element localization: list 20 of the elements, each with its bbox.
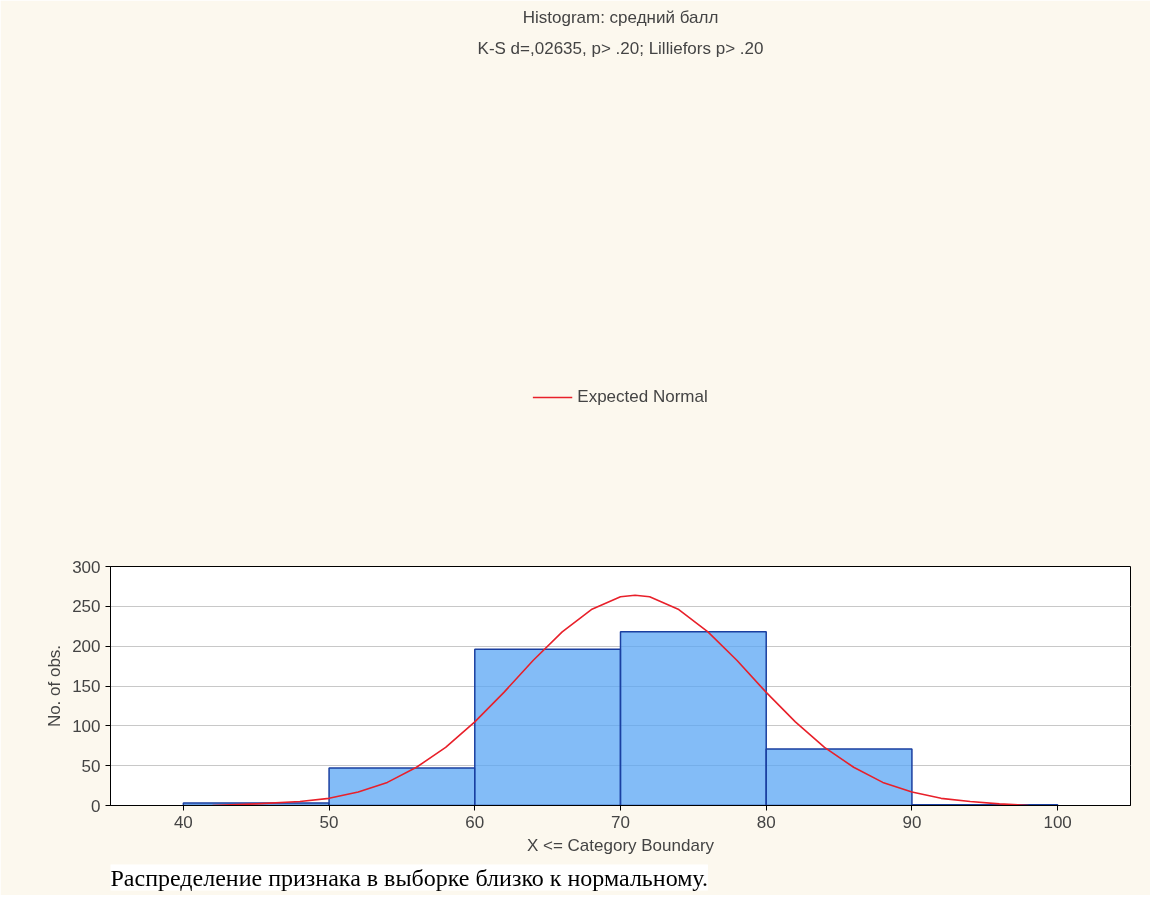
x-tick-label: 70 xyxy=(611,812,630,832)
y-tick-label: 150 xyxy=(72,677,101,696)
y-tick-label: 100 xyxy=(72,716,101,736)
y-tick-label: 250 xyxy=(72,597,101,617)
x-tick-label: 50 xyxy=(319,812,339,832)
x-tick-label: 90 xyxy=(902,812,922,832)
legend-label: Expected Normal xyxy=(577,386,708,407)
y-tick-label: 200 xyxy=(72,637,101,657)
x-axis-title: X <= Category Boundary xyxy=(526,835,715,855)
text: Распределение признака в выборке близко к нормальному. xyxy=(110,864,708,891)
chart-title: Histogram: средний балл xyxy=(522,7,719,27)
x-tick-label: 80 xyxy=(756,812,776,832)
chart-subtitle: K-S d=,02635, p> .20; Lilliefors p> .20 xyxy=(477,38,764,58)
y-tick-label: 300 xyxy=(72,557,101,577)
y-axis-title: No. of obs. xyxy=(45,644,65,728)
x-tick-label: 60 xyxy=(465,812,485,832)
y-tick-label: 0 xyxy=(91,796,101,816)
y-tick-label: 50 xyxy=(81,756,101,776)
x-tick-label: 40 xyxy=(173,812,193,832)
x-tick-label: 100 xyxy=(1043,812,1072,832)
